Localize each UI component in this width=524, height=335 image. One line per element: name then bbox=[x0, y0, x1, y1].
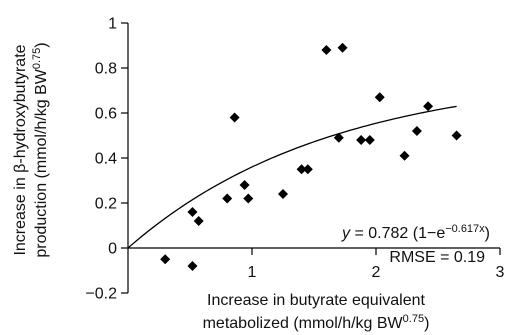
x-axis-title-line1: Increase in butyrate equivalent bbox=[207, 292, 425, 309]
data-point bbox=[193, 216, 204, 226]
y-tick-label: 0.4 bbox=[95, 151, 117, 168]
data-point bbox=[222, 193, 233, 204]
data-point bbox=[278, 189, 288, 199]
data-point bbox=[296, 164, 307, 175]
data-point bbox=[239, 180, 250, 190]
y-tick-label: 0 bbox=[108, 241, 117, 258]
data-point bbox=[333, 132, 344, 143]
y-tick-label: 1 bbox=[108, 16, 117, 33]
rmse-label: RMSE = 0.19 bbox=[389, 249, 485, 266]
data-point bbox=[451, 130, 462, 141]
data-point bbox=[423, 101, 434, 112]
y-tick-label: 0.2 bbox=[95, 196, 117, 213]
data-point bbox=[374, 92, 385, 103]
data-point bbox=[302, 164, 313, 175]
data-point bbox=[356, 135, 367, 145]
data-point bbox=[187, 261, 198, 271]
x-axis-title-line2: metabolized (mmol/h/kg BW0.75) bbox=[203, 313, 430, 332]
data-point bbox=[243, 193, 254, 204]
y-tick-label: −0.2 bbox=[85, 286, 117, 303]
data-point bbox=[411, 126, 422, 136]
data-point bbox=[321, 45, 332, 55]
y-tick-label: 0.8 bbox=[95, 61, 117, 78]
data-points bbox=[160, 42, 462, 271]
data-point bbox=[399, 150, 410, 161]
data-point bbox=[229, 112, 240, 123]
y-axis-title-line2: production (mmol/h/kg BW0.75) bbox=[31, 42, 50, 257]
data-point bbox=[160, 254, 171, 265]
fit-curve-group bbox=[127, 105, 457, 249]
x-tick-label: 3 bbox=[496, 264, 505, 281]
data-point bbox=[364, 135, 375, 145]
data-point bbox=[187, 207, 198, 217]
y-tick-label: 0.6 bbox=[95, 106, 117, 123]
data-point bbox=[337, 42, 348, 53]
y-axis-title-line1: Increase in β-hydroxybutyrate bbox=[12, 44, 29, 255]
x-tick-label: 1 bbox=[248, 264, 257, 281]
fit-equation: y = 0.782 (1−e−0.617x) bbox=[341, 223, 490, 242]
x-tick-label: 2 bbox=[372, 264, 381, 281]
y-axis-title: Increase in β-hydroxybutyrate production… bbox=[12, 42, 50, 257]
ticks: −0.2 0 0.2 0.4 0.6 0.8 1 1 2 3 bbox=[85, 16, 504, 303]
fit-curve bbox=[127, 105, 457, 249]
